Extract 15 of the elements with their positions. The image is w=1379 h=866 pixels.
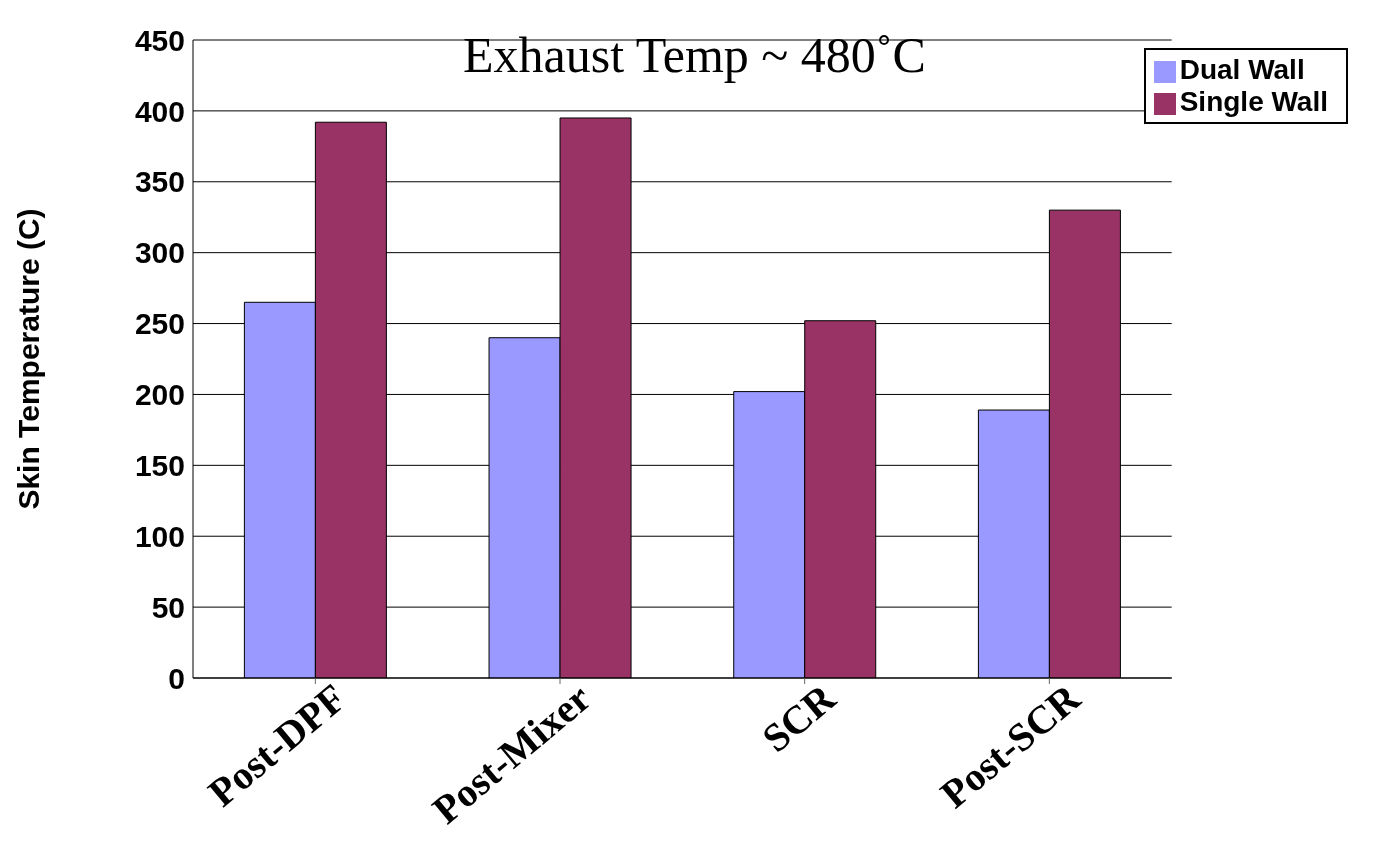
legend-label: Single Wall <box>1179 86 1328 117</box>
y-tick-label: 150 <box>134 448 185 482</box>
legend-label: Dual Wall <box>1179 54 1305 85</box>
y-tick-label: 0 <box>168 661 185 695</box>
y-axis-title: Skin Temperature (C) <box>11 208 45 510</box>
y-tick-label: 300 <box>134 236 185 270</box>
y-tick-label: 50 <box>151 590 185 624</box>
y-tick-label: 450 <box>134 23 185 57</box>
y-tick-label: 250 <box>134 307 185 341</box>
annotation: Exhaust Temp ~ 480˚C <box>463 26 926 84</box>
x-tick-label: SCR <box>753 674 845 761</box>
y-tick-label: 350 <box>134 165 185 199</box>
y-tick-label: 100 <box>134 519 185 553</box>
y-tick-label: 200 <box>134 378 185 412</box>
y-tick-label: 400 <box>134 94 185 128</box>
